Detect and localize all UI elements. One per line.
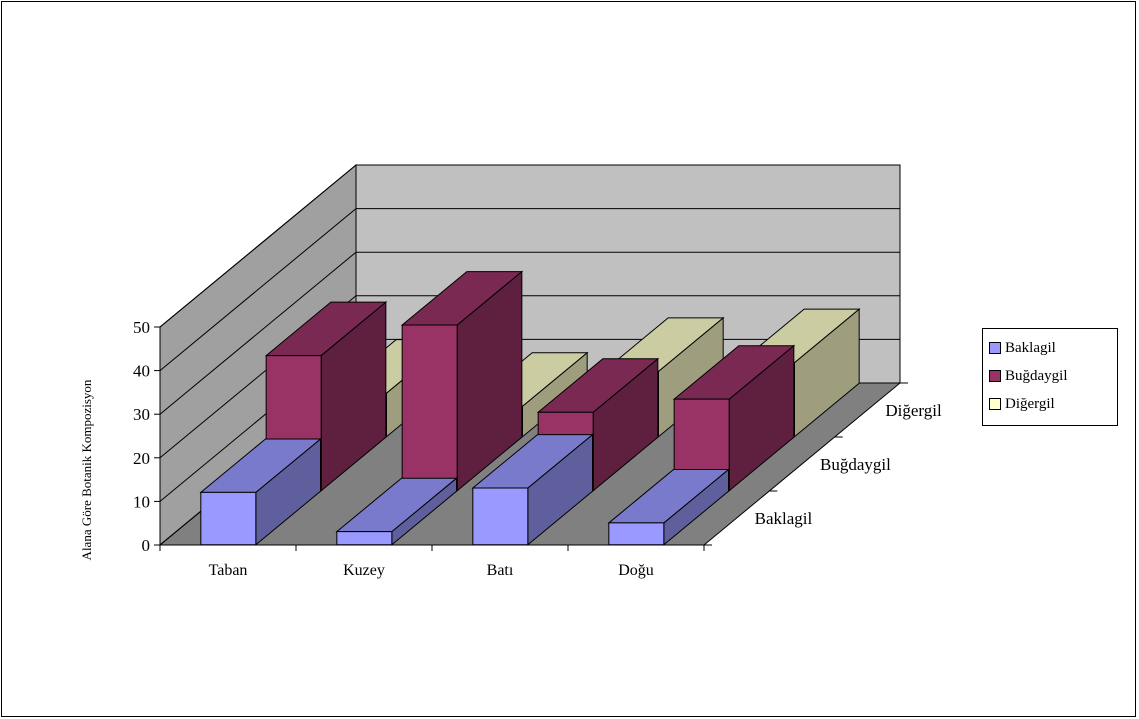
x-tick-label: Doğu <box>618 562 654 579</box>
bar-front-face <box>336 531 393 546</box>
bar-front-face <box>200 491 257 546</box>
depth-label: Diğergil <box>885 401 942 420</box>
legend-swatch-digergil <box>989 398 1001 410</box>
depth-label: Baklagil <box>755 509 813 528</box>
y-tick-label: 30 <box>133 405 150 424</box>
legend-item-bugdaygil: Buğdaygil <box>983 362 1117 390</box>
x-tick-label: Batı <box>487 562 514 579</box>
legend-item-baklagil: Baklagil <box>983 334 1117 362</box>
y-tick-label: 20 <box>133 449 150 468</box>
bar-buğdaygil-1 <box>400 270 524 492</box>
bar-front-face <box>608 522 665 546</box>
x-tick-label: Taban <box>209 562 248 579</box>
legend-label-bugdaygil: Buğdaygil <box>1005 367 1068 384</box>
bar-front-face <box>472 487 529 546</box>
bar-baklagil-2 <box>471 433 594 546</box>
legend-swatch-baklagil <box>989 342 1001 354</box>
legend: Baklagil Buğdaygil Diğergil <box>982 328 1118 426</box>
y-tick-label: 40 <box>133 362 150 381</box>
gridline <box>159 251 900 415</box>
gridline <box>159 295 900 459</box>
bar-baklagil-0 <box>199 437 322 546</box>
y-tick-label: 0 <box>142 536 151 555</box>
depth-label: Buğdaygil <box>820 455 891 474</box>
y-tick-label: 10 <box>133 492 150 511</box>
gridline <box>159 208 900 371</box>
gridline <box>159 164 900 328</box>
y-tick-label: 50 <box>133 318 150 337</box>
bar-front-face <box>401 324 458 492</box>
legend-item-digergil: Diğergil <box>983 390 1117 418</box>
y-axis-title: Alana Göre Botanik Kompozisyon <box>79 379 94 561</box>
legend-label-baklagil: Baklagil <box>1005 339 1056 356</box>
bar-buğdaygil-3 <box>672 344 796 492</box>
bar-baklagil-3 <box>607 468 730 546</box>
legend-label-digergil: Diğergil <box>1005 395 1055 412</box>
x-tick-label: Kuzey <box>343 562 385 579</box>
legend-swatch-bugdaygil <box>989 370 1001 382</box>
bar-baklagil-1 <box>335 477 458 546</box>
